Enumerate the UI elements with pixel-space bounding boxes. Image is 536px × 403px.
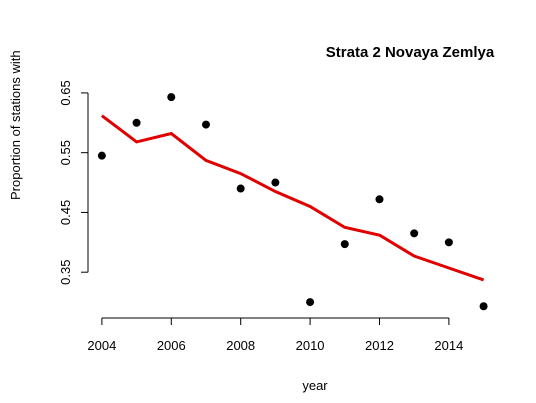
point bbox=[167, 93, 176, 102]
point bbox=[132, 118, 141, 127]
x-tick-label: 2012 bbox=[365, 338, 394, 353]
point bbox=[97, 151, 106, 160]
point bbox=[236, 184, 245, 193]
chart-title: Strata 2 Novaya Zemlya bbox=[326, 44, 495, 61]
x-tick-label: 2008 bbox=[226, 338, 255, 353]
y-axis-label: Proportion of stations with bbox=[8, 50, 23, 200]
point bbox=[410, 229, 419, 238]
point bbox=[271, 178, 280, 187]
y-tick-label: 0.45 bbox=[58, 200, 73, 225]
x-tick-label: 2004 bbox=[87, 338, 116, 353]
x-tick-label: 2010 bbox=[296, 338, 325, 353]
x-tick-label: 2006 bbox=[157, 338, 186, 353]
y-tick-label: 0.55 bbox=[58, 140, 73, 165]
point bbox=[340, 240, 349, 249]
point bbox=[375, 195, 384, 204]
x-axis-label: year bbox=[302, 378, 328, 393]
point bbox=[201, 120, 210, 129]
x-tick-label: 2014 bbox=[434, 338, 463, 353]
trend-line bbox=[100, 114, 485, 282]
point bbox=[306, 298, 315, 307]
y-tick-label: 0.65 bbox=[58, 80, 73, 105]
point bbox=[479, 302, 488, 311]
point bbox=[444, 238, 453, 247]
y-tick-label: 0.35 bbox=[58, 260, 73, 285]
